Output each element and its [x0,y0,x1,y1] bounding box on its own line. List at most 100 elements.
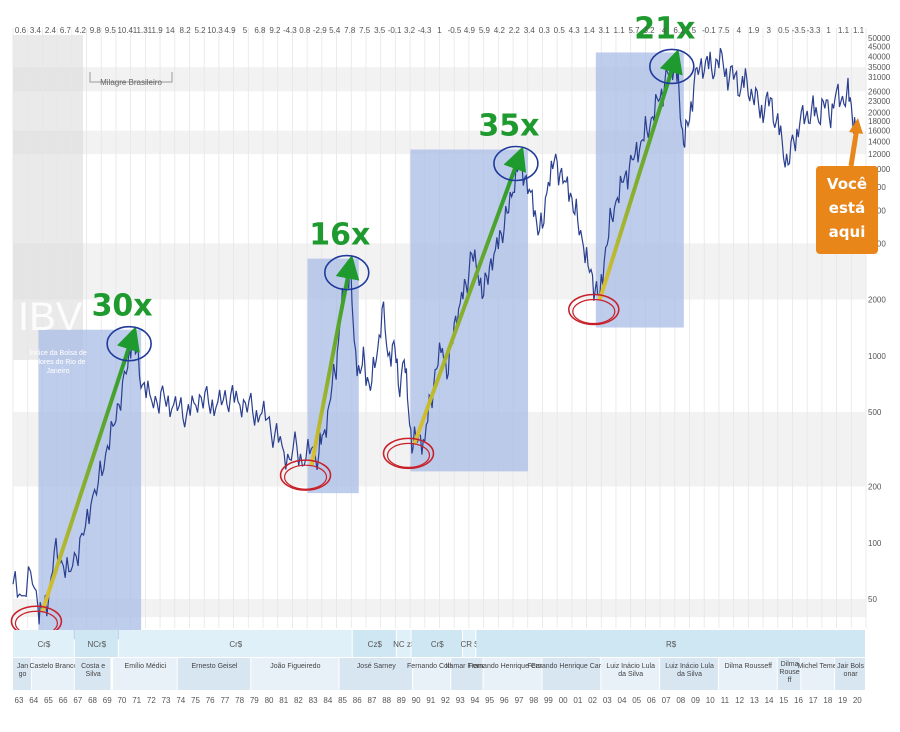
x-tick-label: 12 [735,696,744,705]
bottom-circle-2 [382,437,435,470]
top-label: 3.1 [599,26,611,35]
top-label: 6.7 [60,26,72,35]
x-tick-label: 74 [176,696,185,705]
currency-cell [118,630,352,657]
top-label: 1.9 [748,26,760,35]
x-tick-label: 84 [323,696,332,705]
top-label: 1 [826,26,831,35]
president-label: Luiz Inácio Lula [665,663,714,670]
president-label: Silva [86,671,101,678]
y-tick-label: 23000 [868,97,891,106]
x-tick-label: 99 [544,696,553,705]
currency-label: NCr$ [87,640,106,649]
price-line [12,48,857,625]
president-cell [113,658,177,690]
currency-cell [13,630,74,657]
top-label: 7.8 [344,26,356,35]
callout-line-3: aqui [828,223,866,241]
top-label: 4 [737,26,742,35]
president-label: da Silva [677,671,702,678]
top-label: 1.1 [838,26,850,35]
y-tick-label: 2000 [868,296,886,305]
bottom-circle-inner-1 [283,464,328,490]
currency-cell [463,630,476,657]
callout-arrow-icon [843,118,863,173]
president-cell [801,658,835,690]
top-label: 0.5 [554,26,566,35]
president-cell [660,658,718,690]
top-label: 6.1 [673,26,685,35]
top-label: 4.9 [464,26,476,35]
y-tick-label: 18000 [868,117,891,126]
index-desc: Janeiro [47,368,70,375]
top-label: 5 [243,26,248,35]
president-label: Fernando Henrique Cardoso [469,663,558,670]
rally-arrow-3 [597,49,683,301]
president-label: Fernando Henrique Cardoso [527,663,616,670]
top-label: -2.9 [313,26,327,35]
president-label: da Silva [618,671,643,678]
x-tick-label: 91 [426,696,435,705]
rally-arrow-1 [309,254,360,466]
top-label: 3 [767,26,772,35]
top-label: 1.1 [614,26,626,35]
president-label: João Figueiredo [270,663,320,670]
top-label: 1.1 [853,26,865,35]
president-label: Michel Temer [797,663,839,670]
rally-arrow-0 [40,326,140,612]
x-tick-label: 98 [529,696,538,705]
president-cell [32,658,74,690]
x-tick-label: 85 [338,696,347,705]
currency-label: CR $ [461,640,480,649]
president-cell [177,658,251,690]
top-label: 8.2 [180,26,192,35]
x-tick-label: 78 [235,696,244,705]
top-label: 4.9 [224,26,236,35]
x-tick-label: 13 [750,696,759,705]
x-tick-label: 70 [117,696,126,705]
you-are-here-callout: Você está aqui [816,166,878,254]
x-tick-label: 17 [809,696,818,705]
x-tick-label: 95 [485,696,494,705]
y-tick-label: 50000 [868,34,891,43]
x-tick-label: 87 [368,696,377,705]
currency-cell [396,630,411,657]
left-block [13,35,83,360]
x-tick-label: 11 [721,696,730,705]
president-label: Jan [17,663,28,670]
bottom-circle-inner-3 [572,298,616,325]
president-label: Jair Bols [837,663,864,670]
callout-line-2: está [828,199,866,217]
president-label: Emílio Médici [125,663,167,670]
y-tick-label: 26000 [868,87,891,96]
president-cell [542,658,601,690]
president-cell [451,658,483,690]
y-tick-label: 50 [868,595,877,604]
x-tick-label: 92 [441,696,450,705]
top-circle-3 [649,48,695,85]
president-label: ff [788,677,792,684]
currency-cell [74,630,118,657]
period-label: Milagre Brasileiro [89,72,173,87]
x-tick-label: 80 [265,696,274,705]
x-tick-label: 15 [779,696,788,705]
x-tick-label: 67 [73,696,82,705]
bottom-circle-1 [279,459,332,491]
president-label: Itamar Franco [446,663,490,670]
x-tick-label: 16 [794,696,803,705]
top-label: 3.2 [643,26,655,35]
rally-arrow-2 [412,146,527,445]
top-label: 3.2 [404,26,416,35]
x-tick-label: 14 [765,696,774,705]
multiplier-label-0: 30x [92,289,153,324]
x-tick-label: 90 [412,696,421,705]
x-tick-label: 08 [676,696,685,705]
top-label: 0.5 [778,26,790,35]
currency-cell [476,630,865,657]
callout-line-1: Você [826,175,868,193]
y-tick-label: 20000 [868,109,891,118]
top-label: 0.3 [539,26,551,35]
x-tick-label: 01 [573,696,582,705]
president-cell [74,658,111,690]
